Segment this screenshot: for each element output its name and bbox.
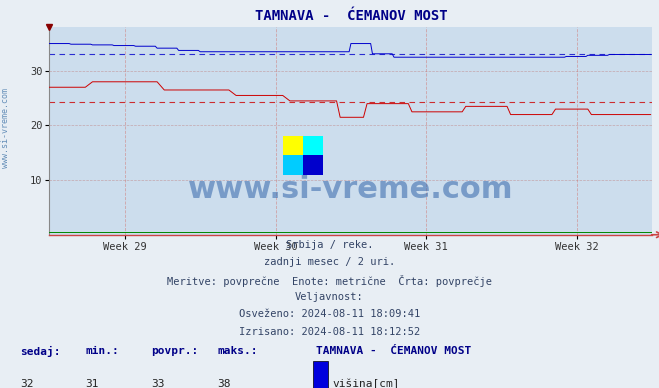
Text: TAMNAVA -  ĆEMANOV MOST: TAMNAVA - ĆEMANOV MOST <box>316 346 472 356</box>
Text: sedaj:: sedaj: <box>20 346 60 357</box>
Text: višina[cm]: višina[cm] <box>333 379 400 388</box>
Bar <box>313 361 328 388</box>
Bar <box>283 136 303 155</box>
Text: zadnji mesec / 2 uri.: zadnji mesec / 2 uri. <box>264 257 395 267</box>
Text: 38: 38 <box>217 379 231 388</box>
Text: 33: 33 <box>152 379 165 388</box>
Text: povpr.:: povpr.: <box>152 346 199 356</box>
Text: Izrisano: 2024-08-11 18:12:52: Izrisano: 2024-08-11 18:12:52 <box>239 327 420 337</box>
Bar <box>283 155 303 175</box>
Title: TAMNAVA -  ĆEMANOV MOST: TAMNAVA - ĆEMANOV MOST <box>254 9 447 23</box>
Text: Osveženo: 2024-08-11 18:09:41: Osveženo: 2024-08-11 18:09:41 <box>239 309 420 319</box>
Text: maks.:: maks.: <box>217 346 258 356</box>
Text: 32: 32 <box>20 379 33 388</box>
Bar <box>303 155 323 175</box>
Text: Veljavnost:: Veljavnost: <box>295 292 364 302</box>
Bar <box>303 136 323 155</box>
Text: www.si-vreme.com: www.si-vreme.com <box>188 175 513 204</box>
Text: min.:: min.: <box>86 346 119 356</box>
Text: Meritve: povprečne  Enote: metrične  Črta: povprečje: Meritve: povprečne Enote: metrične Črta:… <box>167 275 492 286</box>
Text: www.si-vreme.com: www.si-vreme.com <box>1 88 10 168</box>
Text: 31: 31 <box>86 379 99 388</box>
Text: Srbija / reke.: Srbija / reke. <box>286 240 373 250</box>
